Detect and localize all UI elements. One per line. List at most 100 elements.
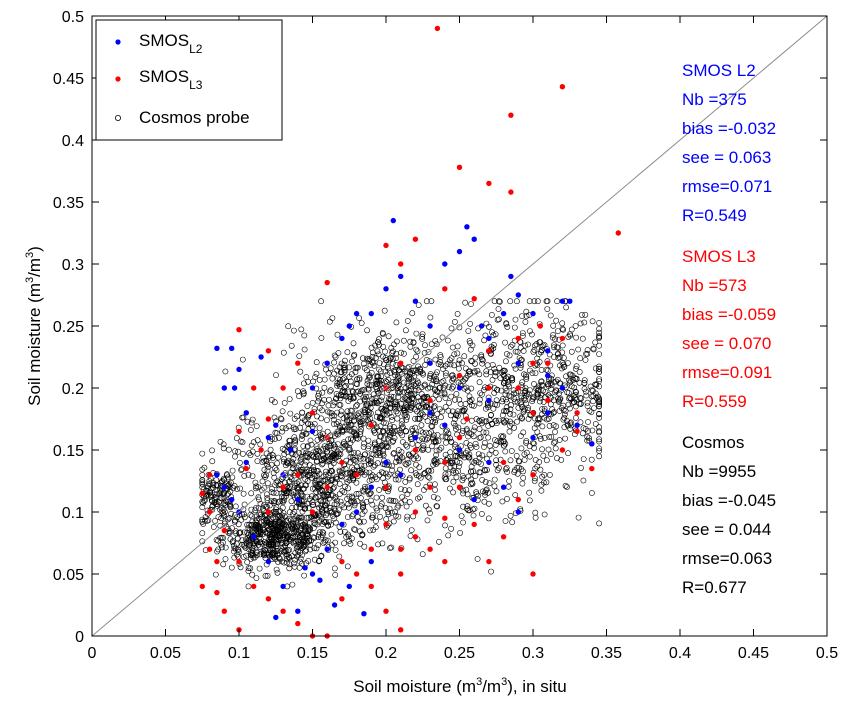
cosmos-point bbox=[365, 375, 372, 381]
cosmos-point bbox=[270, 527, 277, 534]
cosmos-point bbox=[588, 387, 595, 393]
cosmos-point bbox=[244, 521, 251, 528]
cosmos-point bbox=[538, 481, 545, 488]
cosmos-point bbox=[376, 366, 383, 373]
cosmos-point bbox=[380, 470, 386, 476]
cosmos-point bbox=[302, 524, 309, 530]
cosmos-point bbox=[520, 348, 527, 354]
data-point bbox=[545, 397, 551, 404]
data-point bbox=[412, 534, 419, 540]
cosmos-point bbox=[284, 526, 291, 533]
cosmos-point bbox=[575, 514, 582, 521]
cosmos-point bbox=[504, 379, 511, 385]
stats-line: bias =-0.045 bbox=[682, 491, 776, 510]
cosmos-point bbox=[283, 489, 290, 496]
cosmos-point bbox=[561, 411, 568, 418]
data-point bbox=[471, 236, 477, 242]
cosmos-point bbox=[474, 556, 481, 562]
x-tick-label: 0.1 bbox=[228, 645, 250, 662]
cosmos-point bbox=[380, 427, 386, 434]
data-point bbox=[265, 558, 272, 565]
cosmos-point bbox=[267, 446, 274, 453]
cosmos-point bbox=[503, 351, 510, 357]
data-point bbox=[353, 509, 360, 515]
cosmos-point bbox=[438, 414, 444, 421]
cosmos-point bbox=[224, 480, 231, 487]
cosmos-point bbox=[231, 512, 238, 518]
cosmos-point bbox=[374, 380, 381, 387]
cosmos-point bbox=[551, 344, 557, 351]
cosmos-point bbox=[546, 434, 553, 440]
cosmos-point bbox=[526, 453, 533, 460]
cosmos-point bbox=[366, 477, 373, 484]
cosmos-point bbox=[572, 403, 579, 410]
cosmos-point bbox=[345, 446, 352, 453]
cosmos-point bbox=[341, 375, 347, 382]
data-point bbox=[309, 509, 316, 515]
legend-marker-cosmos-probe bbox=[115, 115, 122, 122]
cosmos-point bbox=[537, 435, 544, 442]
data-point bbox=[464, 416, 470, 422]
cosmos-point bbox=[485, 434, 492, 441]
cosmos-point bbox=[360, 435, 367, 442]
stats-line: see = 0.044 bbox=[682, 520, 771, 539]
cosmos-point bbox=[550, 422, 557, 429]
cosmos-point bbox=[253, 513, 260, 520]
cosmos-point bbox=[299, 522, 306, 528]
cosmos-point bbox=[523, 312, 530, 319]
x-tick-label: 0.05 bbox=[150, 645, 181, 662]
cosmos-point bbox=[290, 327, 297, 334]
cosmos-point bbox=[419, 551, 426, 558]
cosmos-point bbox=[564, 389, 571, 396]
cosmos-point bbox=[497, 456, 504, 463]
cosmos-point bbox=[539, 411, 545, 418]
y-tick-label: 0.4 bbox=[62, 133, 84, 150]
cosmos-point bbox=[347, 459, 354, 466]
cosmos-point bbox=[447, 357, 453, 364]
cosmos-point bbox=[481, 498, 488, 505]
cosmos-point bbox=[237, 529, 244, 536]
cosmos-point bbox=[324, 456, 331, 463]
cosmos-point bbox=[539, 473, 546, 480]
stats-line: rmse=0.063 bbox=[682, 549, 772, 568]
data-point bbox=[199, 490, 205, 497]
cosmos-point bbox=[406, 487, 413, 494]
cosmos-point bbox=[432, 419, 439, 426]
cosmos-point bbox=[375, 351, 382, 358]
cosmos-point bbox=[317, 513, 324, 519]
cosmos-point bbox=[341, 489, 348, 496]
cosmos-point bbox=[538, 378, 544, 385]
cosmos-point bbox=[531, 381, 537, 387]
cosmos-point bbox=[378, 500, 385, 507]
cosmos-point bbox=[310, 464, 317, 471]
cosmos-point bbox=[377, 368, 384, 375]
data-point bbox=[324, 360, 330, 366]
cosmos-point bbox=[319, 389, 326, 396]
cosmos-point bbox=[426, 510, 433, 516]
y-tick-label: 0.15 bbox=[53, 443, 84, 460]
cosmos-point bbox=[344, 478, 351, 485]
cosmos-point bbox=[547, 380, 554, 387]
cosmos-point bbox=[438, 379, 445, 386]
cosmos-point bbox=[541, 435, 548, 441]
cosmos-point bbox=[252, 479, 259, 486]
cosmos-point bbox=[351, 502, 358, 509]
cosmos-point bbox=[451, 416, 458, 423]
data-point bbox=[486, 558, 492, 565]
cosmos-point bbox=[312, 494, 319, 501]
cosmos-point bbox=[430, 461, 437, 468]
cosmos-point bbox=[459, 427, 466, 434]
cosmos-point bbox=[413, 461, 419, 468]
cosmos-point bbox=[421, 382, 428, 389]
cosmos-point bbox=[585, 419, 591, 425]
cosmos-point bbox=[440, 384, 447, 391]
cosmos-point bbox=[313, 370, 320, 377]
cosmos-point bbox=[365, 407, 371, 414]
data-point bbox=[206, 546, 213, 552]
data-point bbox=[559, 298, 566, 304]
cosmos-point bbox=[545, 446, 552, 453]
cosmos-point bbox=[357, 421, 364, 427]
cosmos-point bbox=[390, 393, 397, 400]
cosmos-point bbox=[502, 358, 509, 365]
data-point bbox=[545, 410, 551, 416]
